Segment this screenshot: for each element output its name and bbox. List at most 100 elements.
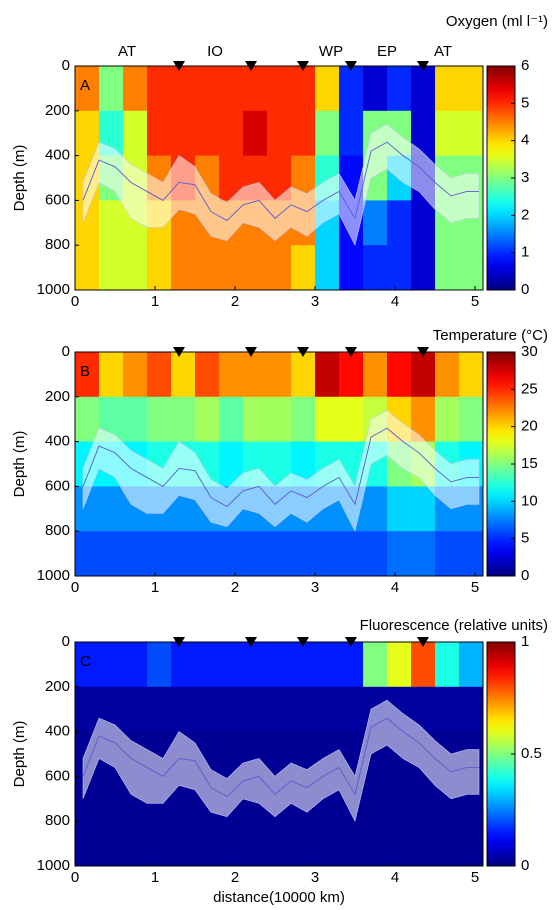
heatmap-cell [291,531,316,577]
heatmap-cell [99,486,124,532]
x-tick-label: 0 [71,293,79,310]
heatmap-cell [291,686,316,733]
heatmap-cell [171,821,196,867]
x-tick-label: 2 [231,869,239,886]
heatmap-cell [147,396,172,443]
colorbar-tick-label: 5 [521,94,529,111]
heatmap-cell [267,245,292,291]
y-tick-label: 600 [45,477,70,494]
x-tick-label: 1 [151,869,159,886]
heatmap-cell [411,642,436,688]
heatmap-cell [99,821,124,867]
heatmap-cell [195,821,220,867]
heatmap-cell [267,66,292,112]
region-label: AT [118,43,136,60]
heatmap-cell [99,776,124,822]
x-tick-label: 3 [311,293,319,310]
heatmap-cell [123,531,148,577]
heatmap-cell [171,686,196,733]
heatmap-cell [411,352,436,398]
heatmap-cell [435,66,460,112]
heatmap-cell [243,396,268,443]
heatmap-cell [147,642,172,688]
plot-frame [74,351,484,577]
heatmap-cell [339,642,364,688]
heatmap-cell [267,531,292,577]
heatmap-cell [219,66,244,112]
heatmap-cell [339,110,364,157]
colorbar-tick-label: 6 [521,57,529,74]
colorbar-tick-label: 0 [521,567,529,584]
colorbar-tick-label: 20 [521,418,538,435]
heatmap-cell [363,245,388,291]
heatmap-cell [387,200,412,246]
heatmap-cell [291,245,316,291]
heatmap-cell [147,821,172,867]
y-tick-label: 800 [45,812,70,829]
colorbar-tick-label: 5 [521,530,529,547]
x-tick-label: 5 [471,869,479,886]
heatmap-cell [195,396,220,443]
region-label: IO [207,43,223,60]
heatmap-cell [99,66,124,112]
heatmap-cell [339,66,364,112]
heatmap-cell [459,245,484,291]
heatmap-cell [267,352,292,398]
heatmap-cell [435,821,460,867]
heatmap-cell [459,66,484,112]
station-marker [297,637,309,647]
heatmap-cell [363,531,388,577]
y-tick-label: 1000 [37,567,70,584]
heatmap-cell [123,66,148,112]
y-tick-label: 600 [45,191,70,208]
heatmap-cell [195,110,220,157]
heatmap-cell [99,352,124,398]
y-tick-label: 600 [45,767,70,784]
heatmap-cell [123,352,148,398]
heatmap-cell [315,245,340,291]
mean-depth-line [82,141,479,222]
y-tick-label: 400 [45,433,70,450]
heatmap-cell [387,66,412,112]
heatmap-cell [123,686,148,733]
heatmap-cell [243,821,268,867]
panel-label: A [80,77,90,94]
heatmap-cell [435,396,460,443]
heatmap-cell [315,396,340,443]
heatmap-cell [339,686,364,733]
heatmap-cell [459,642,484,688]
colorbar-tick-label: 0 [521,281,529,298]
station-marker [345,637,357,647]
heatmap-cell [411,486,436,532]
heatmap-cell [339,245,364,291]
heatmap-cell [243,352,268,398]
heatmap-cell [435,352,460,398]
heatmap-cell [243,245,268,291]
heatmap-cell [387,352,412,398]
heatmap-cell [339,396,364,443]
x-tick-label: 4 [391,579,399,596]
heatmap-cell [75,642,100,688]
heatmap-cell [267,686,292,733]
heatmap-cell [315,642,340,688]
station-marker [245,637,257,647]
heatmap-cell [195,642,220,688]
heatmap-cell [459,686,484,733]
y-tick-label: 0 [62,633,70,650]
heatmap-cell [195,245,220,291]
heatmap-cell [435,642,460,688]
heatmap-cell [75,245,100,291]
heatmap-cell [387,531,412,577]
mean-depth-line [82,717,479,798]
heatmap-cell [75,396,100,443]
colorbar-tick-label: 15 [521,455,538,472]
heatmap-cell [75,352,100,398]
colorbar-tick-label: 1 [521,244,529,261]
station-marker [173,61,185,71]
station-marker [245,347,257,357]
x-tick-label: 5 [471,579,479,596]
colorbar-label: Temperature (°C) [433,327,548,344]
station-marker [173,637,185,647]
region-label: AT [434,43,452,60]
heatmap-cell [99,245,124,291]
